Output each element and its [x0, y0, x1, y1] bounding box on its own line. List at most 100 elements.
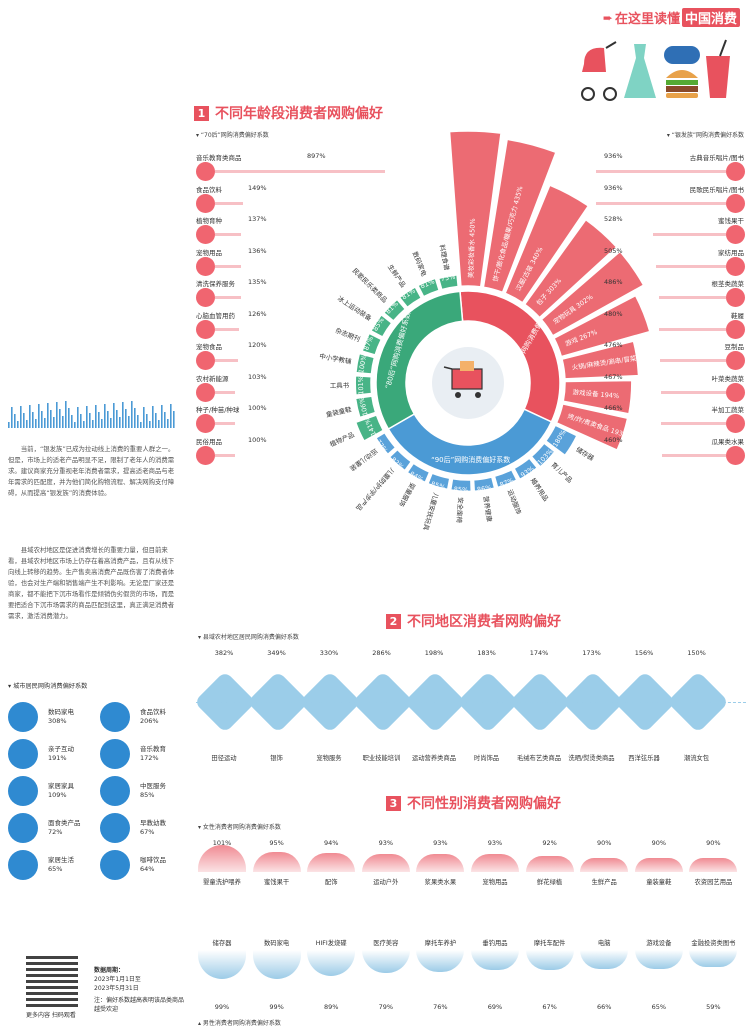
- bar-silver: [661, 391, 726, 394]
- bar-70s-value: 100%: [248, 404, 267, 412]
- bar-80s-label: 植物产品: [328, 430, 355, 449]
- bar-90s-label: 储存器: [574, 445, 596, 463]
- female-label: 配饰: [301, 877, 361, 886]
- county-label: 运动营养类商品: [408, 754, 460, 764]
- category-icon: [726, 383, 745, 402]
- bar-70s: [215, 170, 385, 173]
- category-icon: [726, 257, 745, 276]
- city-item-value: 206%: [140, 717, 159, 725]
- male-mark: [635, 950, 683, 969]
- section-title-text: 不同地区消费者网购偏好: [407, 611, 561, 631]
- female-label: 生鲜产品: [574, 877, 634, 886]
- category-icon: [726, 225, 745, 244]
- county-value: 286%: [360, 649, 404, 657]
- qr-code[interactable]: [26, 955, 78, 1007]
- bar-silver: [659, 296, 727, 299]
- county-value: 198%: [412, 649, 456, 657]
- county-baseline: [196, 702, 746, 704]
- female-label: 浆果类水果: [410, 877, 470, 886]
- county-label: 洗晒/熨烫类商品: [566, 754, 618, 764]
- bar-70s: [215, 296, 241, 299]
- female-mark: [362, 854, 410, 872]
- female-value: 90%: [578, 839, 630, 847]
- male-label: 垂钓用品: [465, 938, 525, 947]
- female-mark: [635, 858, 683, 872]
- county-label: 宠物服务: [303, 754, 355, 764]
- bar-90s-label: 运动儿童装: [348, 447, 380, 474]
- city-item-label: 数码家电: [48, 706, 74, 716]
- bar-90s-label: 营养健康: [481, 495, 494, 523]
- male-label: 医疗美容: [356, 938, 416, 947]
- county-value: 349%: [255, 649, 299, 657]
- female-label: 童装童鞋: [629, 877, 689, 886]
- bar-80s-label: 民歌民乐类商品: [351, 266, 390, 304]
- bar-70s-value: 126%: [248, 310, 267, 318]
- bar-80s-label: 工具书: [330, 381, 350, 390]
- bar-90s-label: 儿童防护/学步产品: [354, 466, 397, 513]
- female-mark: [580, 858, 628, 872]
- city-title-text: 城市居民网购消费偏好系数: [13, 683, 87, 690]
- bar-silver-label: 瓜果类水果: [712, 436, 745, 446]
- county-label: 西洋弦乐器: [618, 754, 670, 764]
- male-value: 99%: [251, 1003, 303, 1011]
- bar-silver-label: 根茎类蔬菜: [712, 278, 745, 288]
- bar-silver-value: 476%: [604, 341, 623, 349]
- city-item-icon: [100, 702, 130, 732]
- city-item-label: 中医服务: [140, 780, 166, 790]
- bar-silver-label: 叶菜类蔬菜: [712, 373, 745, 383]
- age-radial-chart: “00后”网购消费偏好系数“90后”网购消费偏好系数“80后”网购消费偏好系数美…: [0, 0, 754, 620]
- county-label: 田径运动: [198, 754, 250, 764]
- category-icon: [726, 446, 745, 465]
- male-mark: [198, 950, 246, 979]
- female-label: 婴童洗护喂养: [192, 877, 252, 886]
- male-mark: [526, 950, 574, 970]
- city-item-icon: [100, 813, 130, 843]
- city-item-icon: [8, 813, 38, 843]
- female-label: 宠物用品: [465, 877, 525, 886]
- female-mark: [198, 845, 246, 872]
- bar-70s: [215, 202, 243, 205]
- bar-90s-label: 婚养用品: [529, 476, 551, 503]
- period-to: 2023年5月31日: [94, 984, 186, 993]
- bar-80s-label: 生鲜产品: [386, 262, 408, 289]
- bar-80s-label: 料理食谱: [438, 244, 452, 272]
- female-value: 92%: [524, 839, 576, 847]
- qr-caption: 更多内容 扫码观看: [26, 1010, 76, 1019]
- section-number: 2: [386, 614, 401, 629]
- bar-70s-label: 民俗用品: [196, 436, 222, 446]
- city-item-label: 食品饮料: [140, 706, 166, 716]
- male-value: 65%: [633, 1003, 685, 1011]
- male-mark: [689, 950, 737, 967]
- bar-silver-label: 民歌民乐唱片/图书: [690, 184, 744, 194]
- male-value: 59%: [687, 1003, 739, 1011]
- male-mark: [362, 950, 410, 973]
- bar-70s-value: 897%: [307, 152, 326, 160]
- category-icon: [196, 351, 215, 370]
- bar-silver: [662, 454, 726, 457]
- city-item-icon: [8, 702, 38, 732]
- city-item-value: 308%: [48, 717, 67, 725]
- bar-silver: [659, 328, 726, 331]
- period-label: 数据周期：: [94, 966, 186, 975]
- city-item-label: 家居家具: [48, 780, 74, 790]
- bar-80s-label: 冰上运动装备: [336, 294, 374, 323]
- bar-90s-value: 85%: [454, 485, 469, 494]
- bar-90s-label: 育儿产品: [550, 460, 575, 484]
- category-icon: [726, 194, 745, 213]
- bar-silver-value: 480%: [604, 310, 623, 318]
- category-icon: [196, 383, 215, 402]
- bar-silver-label: 蜜饯果干: [718, 215, 744, 225]
- section-2-title: 2 不同地区消费者网购偏好: [386, 611, 561, 631]
- county-value: 382%: [202, 649, 246, 657]
- female-mark: [526, 856, 574, 872]
- bar-90s-label: 安全座椅: [455, 497, 466, 524]
- bar-silver-value: 466%: [604, 404, 623, 412]
- bar-90s-label: 婴童服饰: [397, 481, 418, 509]
- county-value: 174%: [517, 649, 561, 657]
- category-icon: [726, 288, 745, 307]
- city-item-label: 音乐教育: [140, 743, 166, 753]
- county-label: 潮流女包: [671, 754, 723, 764]
- bar-70s-value: 120%: [248, 341, 267, 349]
- female-value: 93%: [469, 839, 521, 847]
- county-value: 150%: [675, 649, 719, 657]
